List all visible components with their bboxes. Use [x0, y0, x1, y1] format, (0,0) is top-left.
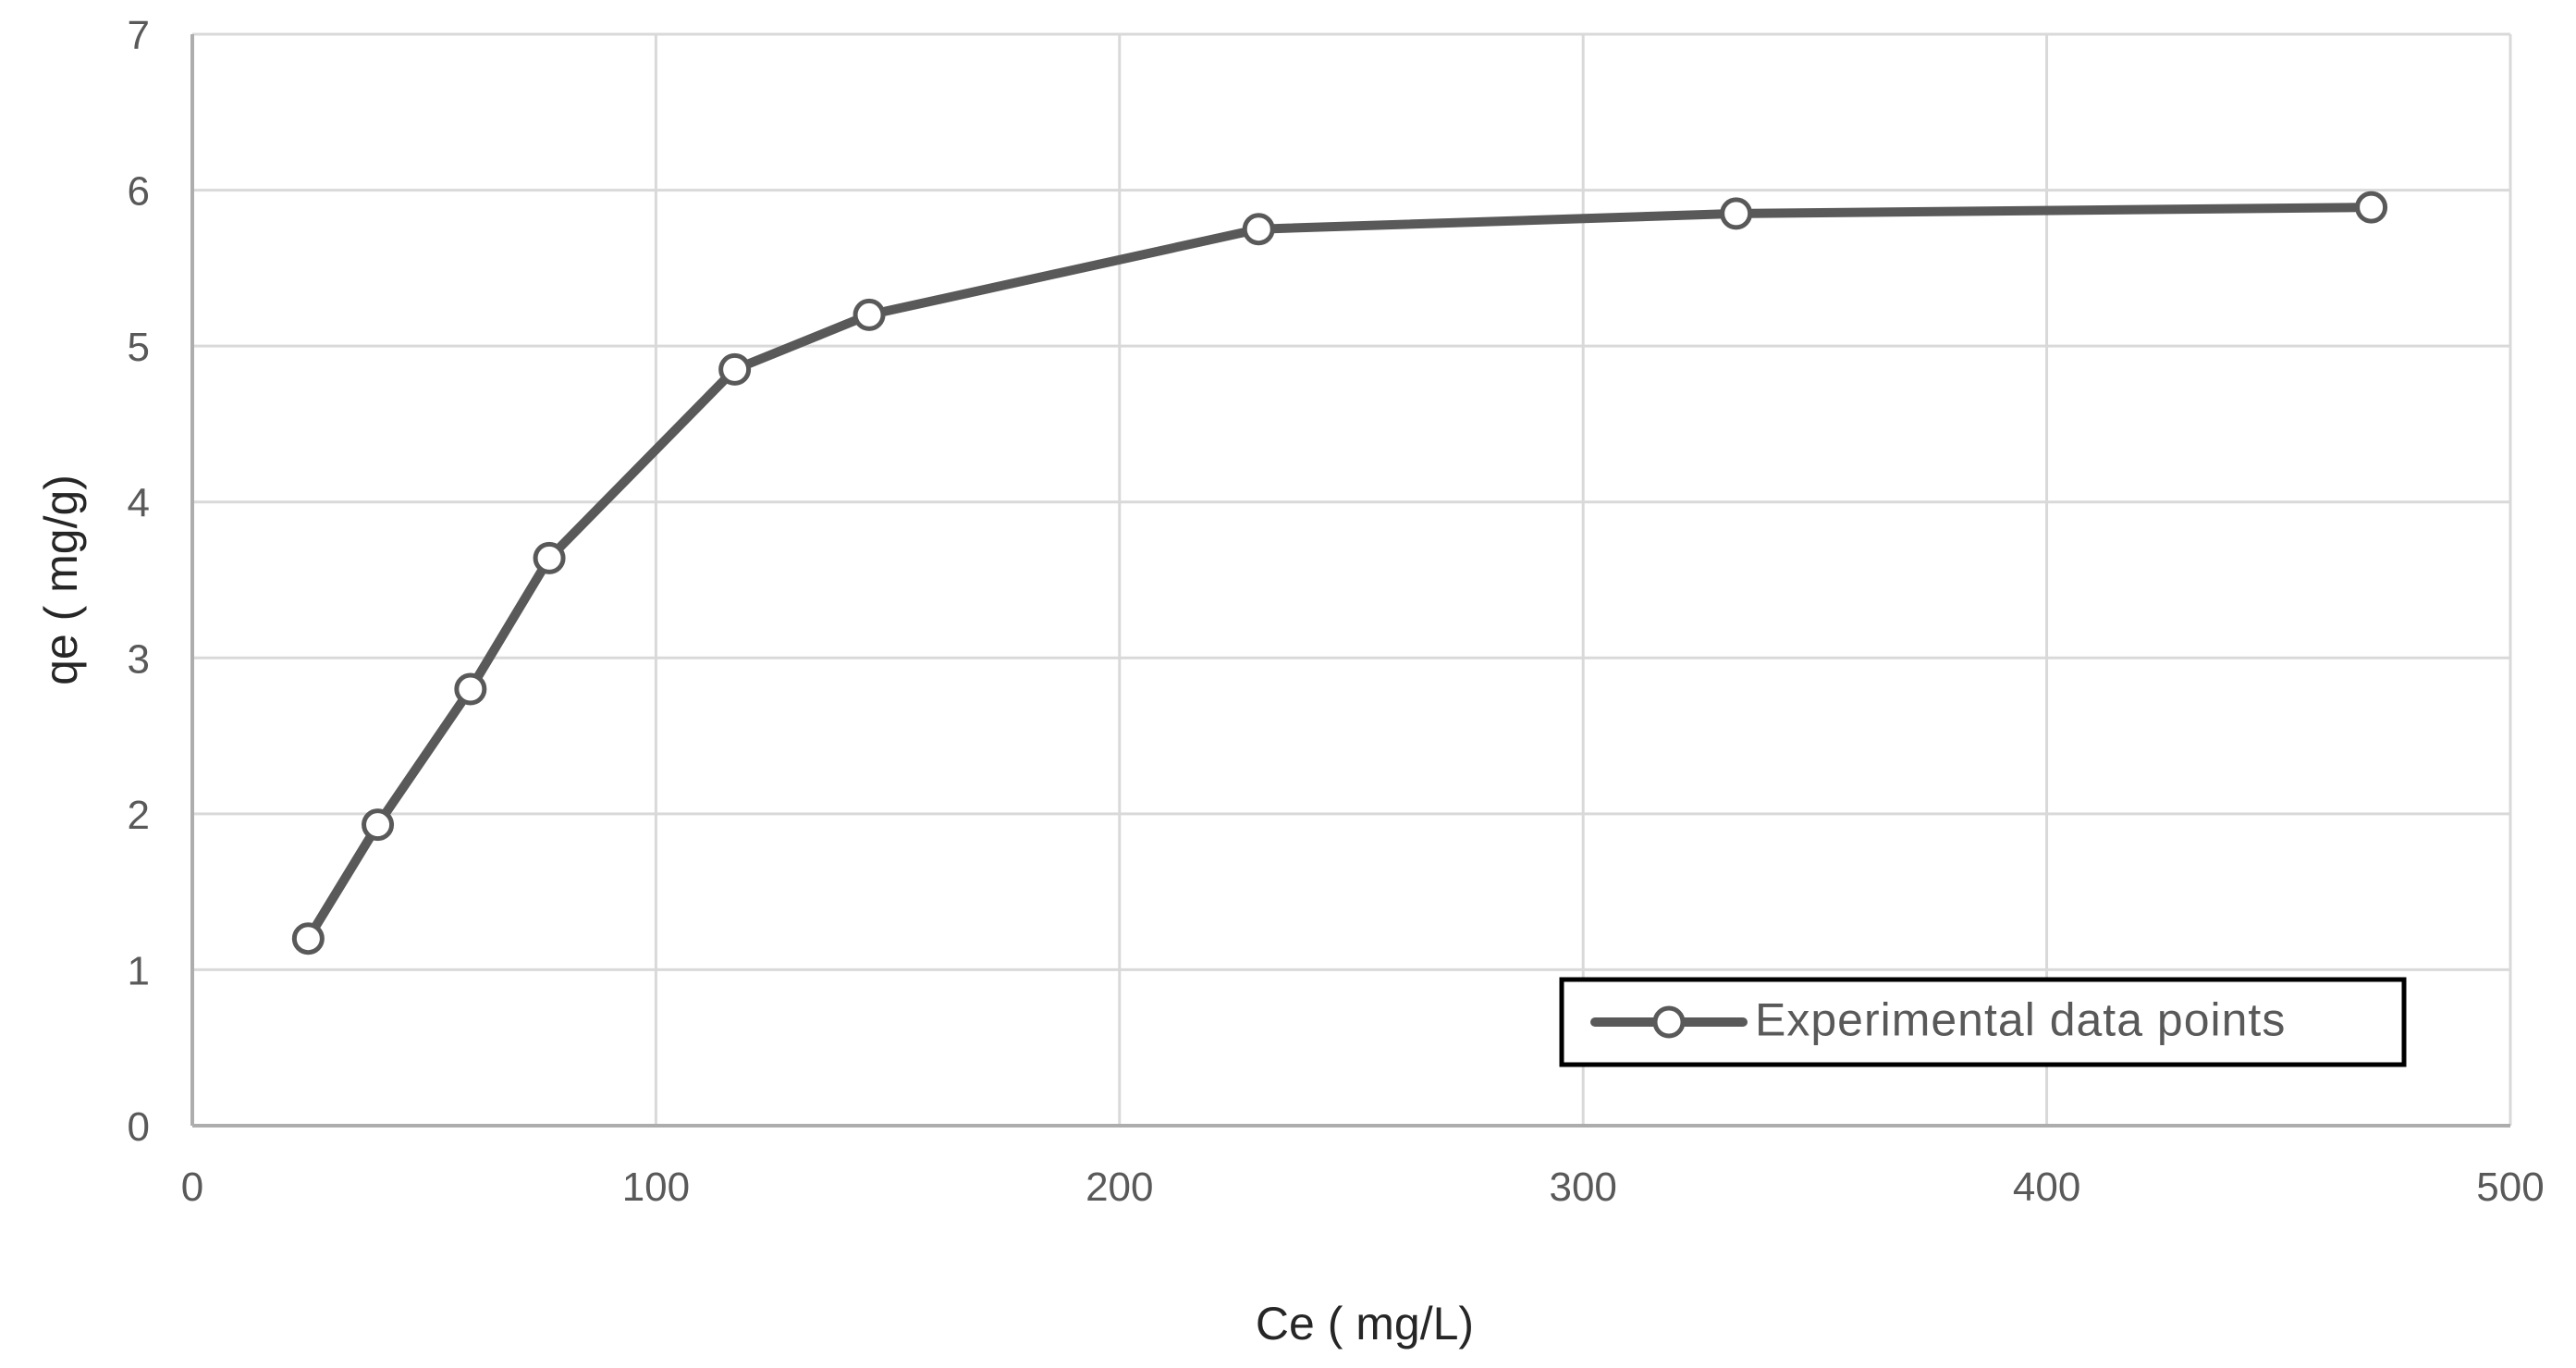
y-tick-label: 4 — [128, 481, 150, 526]
legend-label: Experimental data points — [1755, 993, 2287, 1046]
x-tick-label: 0 — [181, 1165, 203, 1210]
x-tick-label: 400 — [2013, 1165, 2080, 1210]
y-tick-label: 3 — [128, 636, 150, 682]
y-tick-label: 6 — [128, 169, 150, 215]
y-tick-label: 5 — [128, 325, 150, 370]
y-tick-label: 2 — [128, 793, 150, 838]
series-line — [303, 203, 2376, 943]
y-tick-label: 1 — [128, 948, 150, 993]
data-point-marker — [2355, 191, 2388, 224]
data-point-marker — [1720, 197, 1753, 230]
x-tick-label: 500 — [2476, 1165, 2544, 1210]
legend-marker-sample — [1652, 1005, 1686, 1039]
y-axis-title: qe ( mg/g) — [35, 474, 87, 685]
x-axis-title: Ce ( mg/L) — [1255, 1298, 1475, 1350]
data-point-marker — [853, 298, 886, 331]
x-tick-label: 200 — [1086, 1165, 1153, 1210]
y-tick-label: 0 — [128, 1104, 150, 1150]
y-tick-label: 7 — [128, 13, 150, 58]
x-tick-label: 100 — [622, 1165, 690, 1210]
data-point-marker — [718, 352, 752, 386]
x-tick-label: 300 — [1549, 1165, 1616, 1210]
data-point-marker — [1242, 213, 1275, 246]
data-point-marker — [362, 808, 395, 842]
data-point-marker — [454, 672, 487, 706]
data-point-marker — [291, 922, 325, 955]
data-point-marker — [533, 541, 566, 574]
